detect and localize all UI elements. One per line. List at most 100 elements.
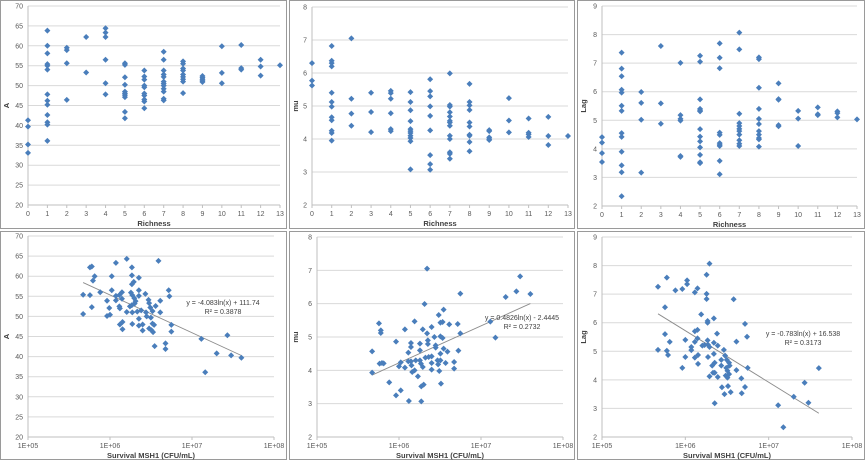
data-point [451, 359, 458, 365]
y-tick-label: 45 [15, 103, 23, 110]
data-point [199, 79, 206, 86]
data-point [405, 398, 412, 404]
data-point [112, 259, 119, 266]
data-point [88, 304, 95, 311]
data-point [446, 321, 453, 328]
data-point [714, 342, 721, 349]
data-point [618, 130, 625, 137]
y-tick-label: 8 [308, 235, 312, 242]
data-point [466, 102, 473, 109]
y-tick-label: 60 [15, 274, 23, 281]
x-axis-title: Richness [713, 220, 746, 229]
data-point [224, 332, 231, 339]
data-point [775, 80, 782, 87]
x-tick-label: 1 [620, 212, 624, 219]
data-point [106, 304, 113, 311]
data-point [701, 342, 708, 348]
x-axis-title: Survival MSH1 (CFU/mL) [107, 451, 195, 460]
data-point [618, 65, 625, 72]
data-point [348, 95, 355, 102]
data-point [599, 159, 605, 165]
y-tick-label: 3 [303, 170, 307, 177]
y-tick-label: 65 [15, 254, 23, 261]
data-point [238, 42, 245, 49]
data-point [454, 321, 461, 327]
data-point [127, 289, 134, 296]
data-point [348, 122, 355, 129]
data-point [427, 166, 434, 173]
data-point [104, 297, 111, 304]
data-point [142, 290, 149, 297]
data-point [437, 357, 444, 364]
y-tick-label: 3 [593, 406, 597, 413]
panel-mu-vs-survival: 2 3 4 5 6 7 8 1E+05 1E+06 1E+07 1E+08 Survival MSH1… [289, 231, 575, 460]
y-tick-label: 70 [15, 4, 23, 11]
data-point [151, 343, 158, 350]
data-point [112, 297, 119, 304]
data-point [736, 29, 743, 36]
data-point [387, 110, 394, 117]
data-point [704, 354, 711, 360]
x-tick-label: 9 [777, 212, 781, 219]
data-point [661, 304, 668, 311]
data-point [697, 151, 704, 158]
data-point [755, 136, 762, 143]
y-tick-label: 4 [593, 377, 597, 384]
data-point [141, 76, 148, 83]
data-point [437, 350, 444, 357]
data-point [63, 60, 70, 67]
data-point [513, 288, 520, 295]
data-point [121, 61, 128, 68]
data-point [505, 95, 512, 102]
data-point [80, 310, 87, 317]
y-tick-label: 70 [15, 234, 23, 241]
data-point [328, 103, 335, 110]
panel-a-vs-richness: 20 25 30 35 40 45 50 55 60 65 70 0 1 2 3 4 5 6 7 8 9 10 11 12 13… [0, 0, 287, 229]
data-point [141, 73, 148, 80]
data-point [104, 312, 111, 319]
y-axis-title: A [2, 333, 11, 339]
data-point [407, 118, 414, 125]
data-point [492, 334, 499, 341]
data-point [716, 131, 723, 138]
data-point [466, 123, 473, 130]
data-point [380, 360, 387, 367]
x-tick-label: 1E+06 [100, 443, 121, 450]
data-point [328, 89, 335, 96]
data-point [102, 91, 109, 98]
data-point [180, 67, 187, 74]
data-point [525, 115, 532, 122]
x-tick-label: 1E+08 [264, 443, 285, 450]
data-point [141, 92, 148, 99]
x-tick-label: 2 [639, 212, 643, 219]
y-tick-label: 7 [308, 268, 312, 275]
data-point [661, 331, 668, 338]
data-point [736, 46, 743, 53]
y-axis-title: Lag [579, 330, 588, 344]
x-tick-label: 9 [201, 211, 205, 218]
data-point [387, 90, 394, 97]
data-point [257, 56, 264, 63]
y-tick-label: 45 [15, 334, 23, 341]
data-point [393, 338, 400, 345]
data-point [775, 402, 782, 409]
data-point [780, 424, 787, 431]
data-point [428, 360, 435, 366]
data-point [160, 73, 167, 80]
data-point [44, 97, 51, 104]
data-point [135, 287, 142, 294]
data-point [407, 138, 414, 145]
data-point [718, 362, 725, 369]
data-point [466, 119, 473, 126]
data-point [688, 347, 695, 354]
data-point [618, 89, 625, 96]
data-point [618, 73, 625, 80]
data-point [755, 105, 762, 112]
data-point [682, 336, 689, 343]
x-tick-label: 7 [737, 212, 741, 219]
data-point [141, 105, 148, 112]
data-point [328, 130, 335, 137]
data-point [618, 162, 625, 169]
y-tick-label: 25 [15, 414, 23, 421]
data-point [716, 65, 723, 72]
